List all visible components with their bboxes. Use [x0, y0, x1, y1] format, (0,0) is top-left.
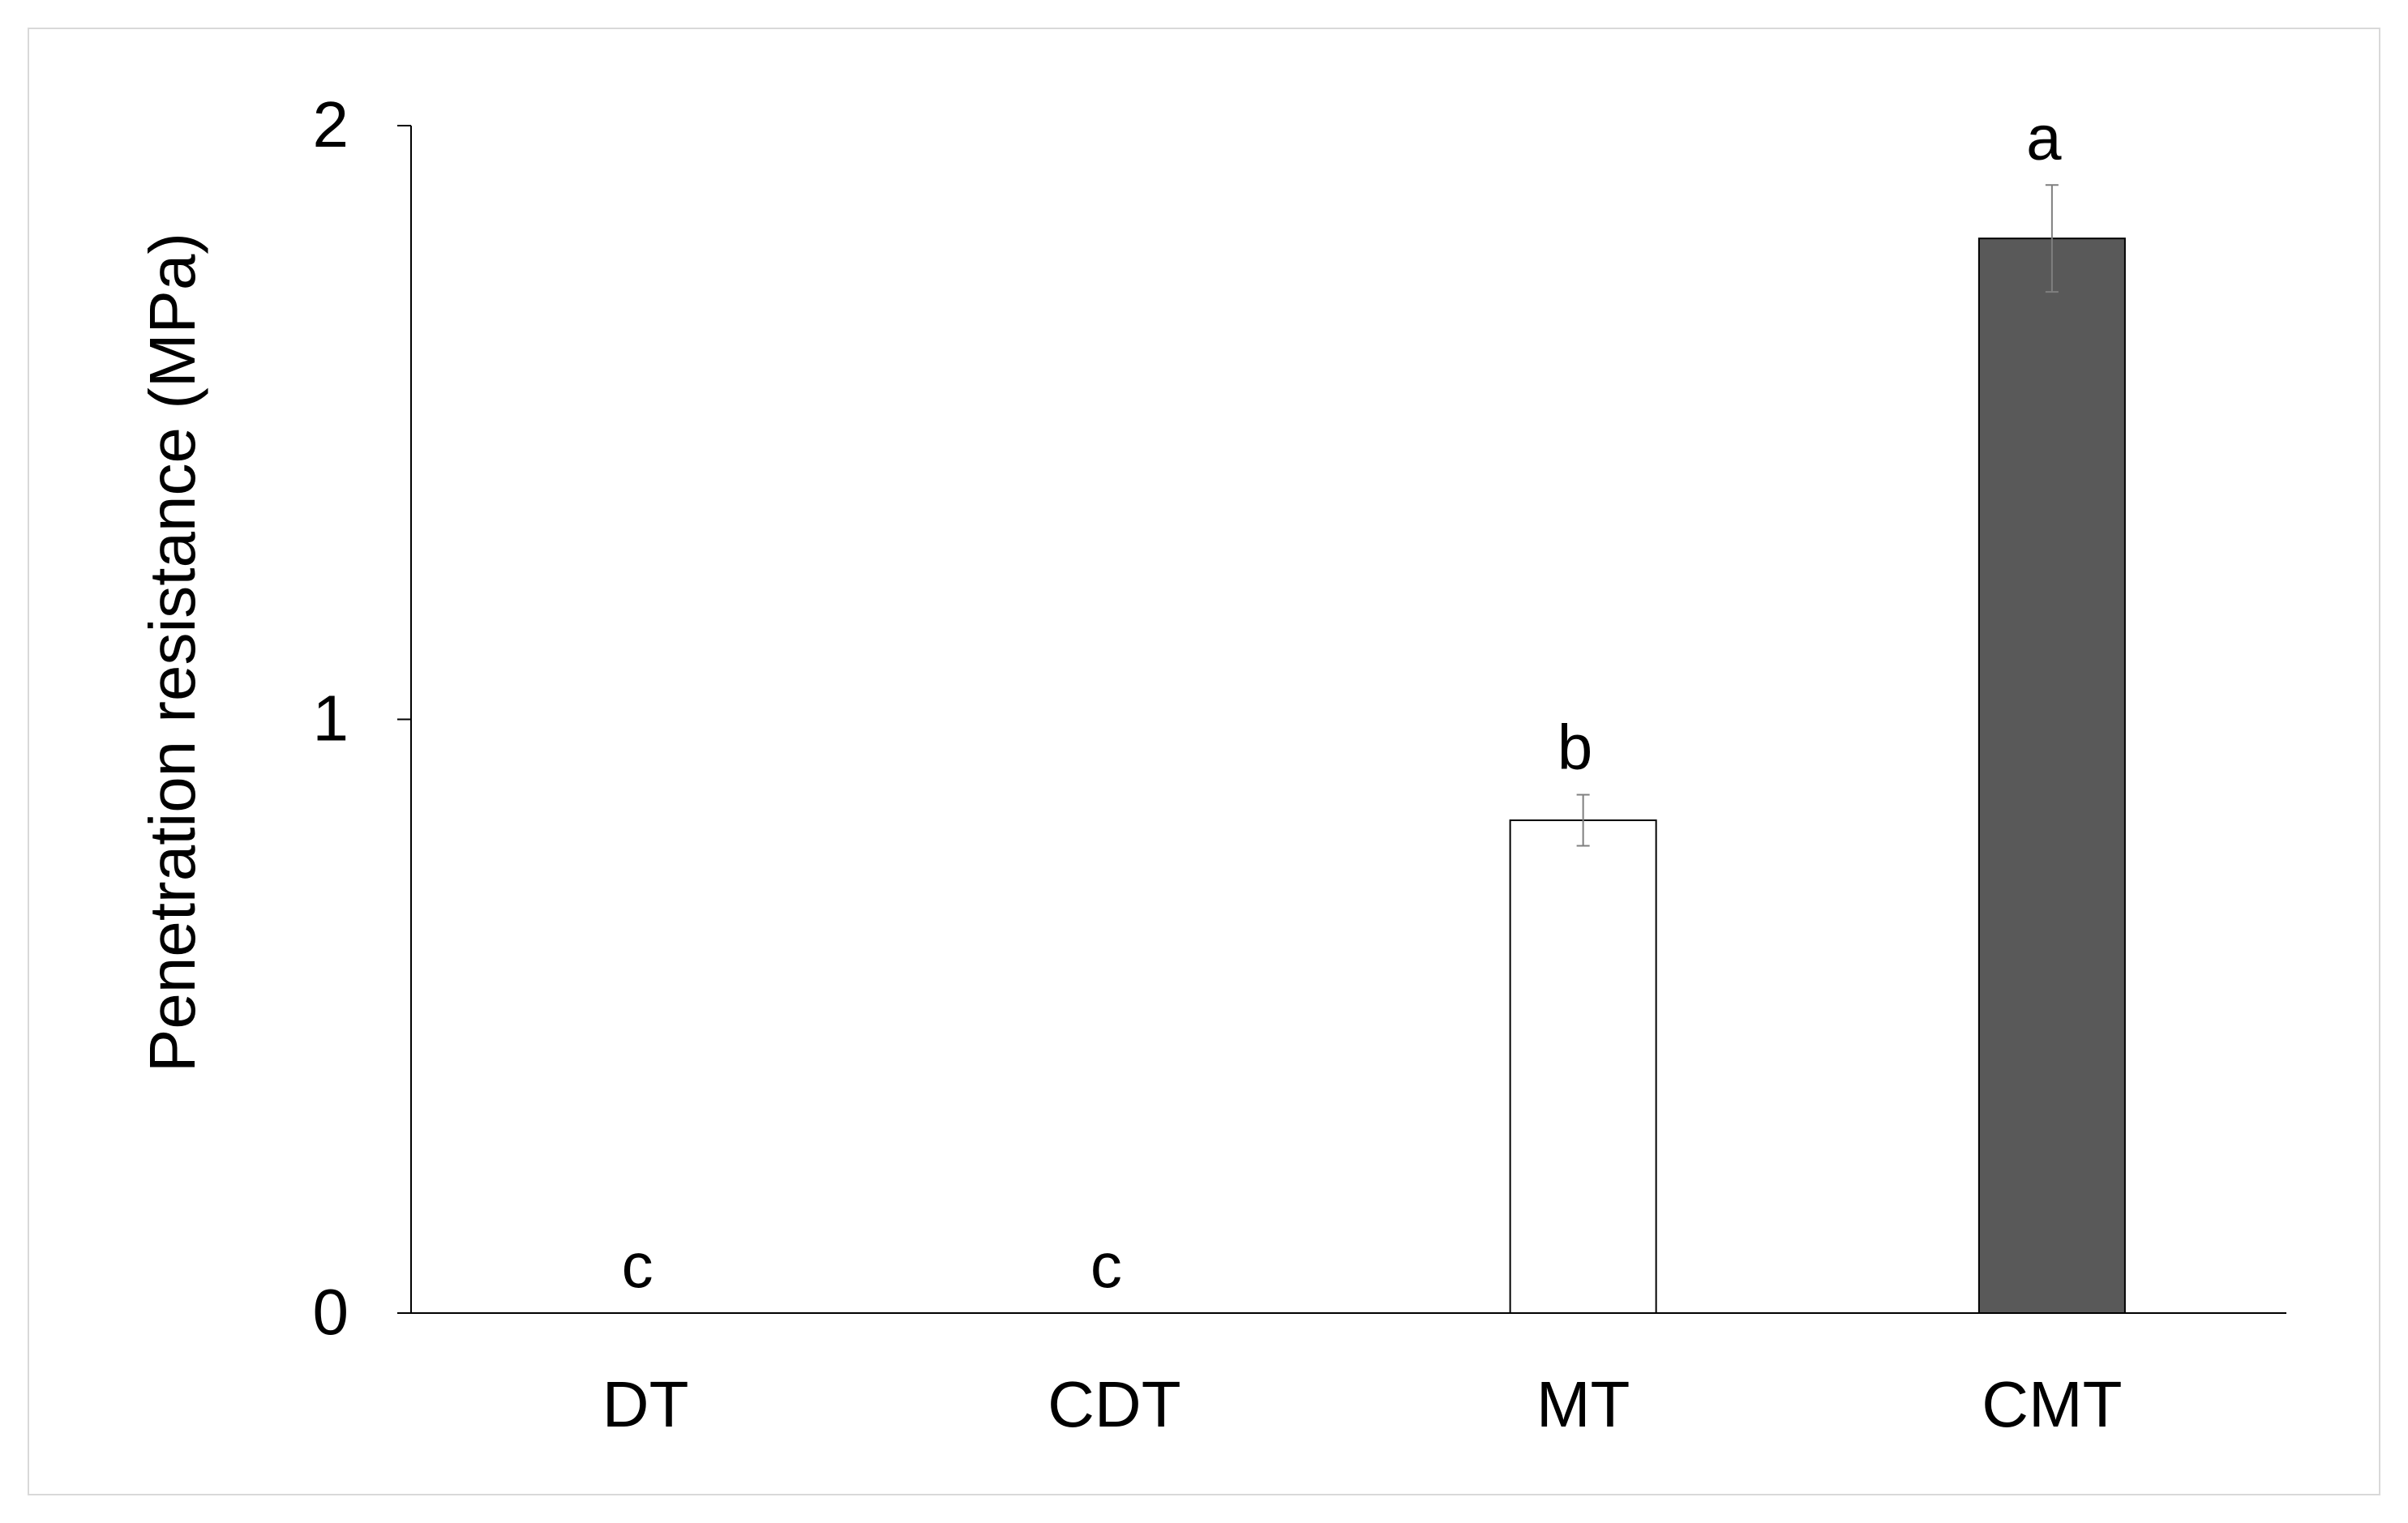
y-axis-label: Penetration resistance (MPa) — [136, 233, 208, 1072]
significance-letter-cmt: a — [2026, 101, 2062, 173]
y-tick-label-2: 2 — [313, 88, 349, 160]
axes-layer — [397, 125, 2286, 1314]
bar-mt — [1509, 819, 1657, 1314]
bar-cmt — [1977, 237, 2126, 1314]
significance-letter-dt: c — [622, 1230, 653, 1301]
significance-letter-cdt: c — [1090, 1230, 1122, 1301]
y-tick-label-1: 1 — [313, 682, 349, 755]
x-tick-label-cdt: CDT — [1048, 1368, 1180, 1440]
x-tick-label-dt: DT — [602, 1368, 689, 1440]
x-tick-label-mt: MT — [1536, 1368, 1630, 1440]
y-tick-label-0: 0 — [313, 1276, 349, 1348]
bars-layer — [1509, 184, 2126, 1314]
labels-layer: c DT c CDT b MT a CMT 0 1 2 — [313, 88, 2123, 1440]
significance-letter-mt: b — [1557, 712, 1592, 783]
x-tick-label-cmt: CMT — [1982, 1368, 2122, 1440]
